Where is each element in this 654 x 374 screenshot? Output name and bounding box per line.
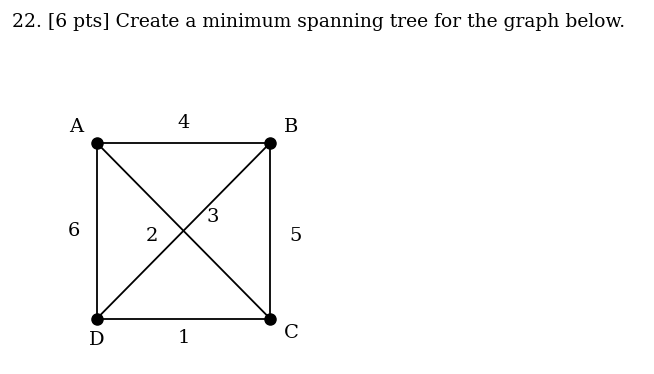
Text: C: C — [284, 324, 298, 342]
Text: 2: 2 — [146, 227, 158, 245]
Text: 22. [6 pts] Create a minimum spanning tree for the graph below.: 22. [6 pts] Create a minimum spanning tr… — [12, 13, 625, 31]
Text: 4: 4 — [177, 114, 190, 132]
Text: 6: 6 — [67, 222, 80, 240]
Text: B: B — [284, 118, 298, 136]
Text: 1: 1 — [177, 329, 190, 347]
Text: A: A — [69, 118, 83, 136]
Text: 5: 5 — [290, 227, 302, 245]
Text: D: D — [89, 331, 105, 349]
Text: 3: 3 — [206, 208, 218, 226]
